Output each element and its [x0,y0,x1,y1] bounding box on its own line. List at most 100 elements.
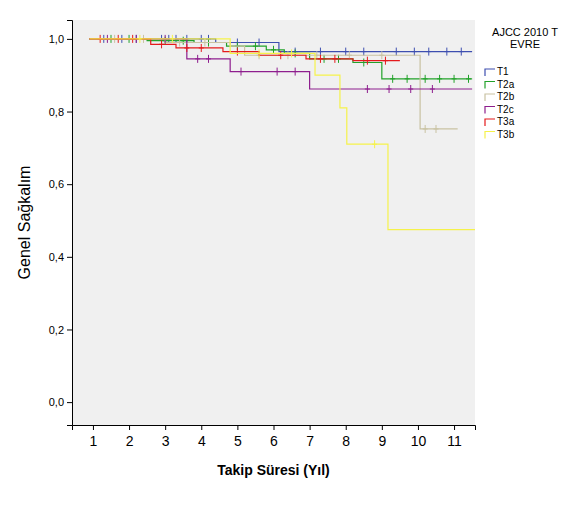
censor-mark [257,39,262,47]
censor-mark [372,140,377,148]
legend-swatch [485,132,495,139]
legend-label: T2a [497,79,515,90]
legend-label: T3a [497,116,515,127]
x-tick-label: 5 [234,433,242,449]
censor-mark [206,55,211,63]
legend-swatch [485,82,495,89]
censor-mark [412,48,417,56]
y-tick-mark [67,112,72,113]
censor-mark [170,35,175,43]
censor-mark [452,75,457,83]
x-axis: 1 2 3 4 5 6 7 8 9 10 11 [73,425,476,449]
censor-mark [379,51,384,59]
y-tick: 0,8 [49,106,72,118]
x-tick-label: 10 [411,433,427,449]
x-tick-label: 9 [378,433,386,449]
x-tick-mark [93,425,94,430]
survival-curve [89,39,400,61]
x-tick-mark [274,425,275,430]
censor-mark [343,48,348,56]
censor-mark [289,49,294,57]
censor-mark [423,125,428,133]
y-axis-title: Genel Sağkalım [16,166,33,280]
y-tick-mark [67,39,72,40]
x-tick-label: 3 [162,433,170,449]
censor-mark [459,48,464,56]
survival-curve [89,39,472,89]
censor-mark [434,125,439,133]
censor-mark [195,55,200,63]
x-tick-label: 11 [447,433,462,449]
x-tick: 9 [378,425,386,449]
legend-label: T1 [497,66,509,77]
y-tick-label: 0,0 [49,396,64,408]
censor-mark [430,85,435,93]
censor-mark [365,57,370,65]
legend: AJCC 2010 TEVRET1T2aT2bT2cT3aT3b [485,26,558,140]
legend-swatch [485,119,495,126]
survival-curve [89,39,457,129]
x-tick: 7 [306,425,314,449]
marks [89,35,475,230]
censor-mark [365,85,370,93]
x-tick-mark [454,425,455,430]
censor-mark [423,75,428,83]
x-axis-title: Takip Süresi (Yıl) [217,462,330,478]
legend-swatch [485,107,495,114]
censor-mark [184,44,189,52]
chart: 1 2 3 4 5 6 7 8 9 10 11 0,0 0,2 0,4 0,6 0,8 1,0 Takip Sür… [0,0,569,518]
x-tick-mark [418,425,419,430]
y-axis-line [67,21,73,426]
x-tick-mark [310,425,311,430]
x-tick-label: 7 [306,433,314,449]
plot-background [72,20,475,425]
censor-mark [444,48,449,56]
y-tick-label: 0,4 [49,251,64,263]
y-tick-label: 0,6 [49,178,64,190]
survival-curve [89,39,472,79]
x-tick: 8 [342,425,350,449]
censor-mark [202,39,207,47]
y-tick: 0,6 [49,178,72,190]
x-tick: 2 [126,425,134,449]
censor-mark [394,48,399,56]
x-tick-label: 2 [126,433,134,449]
censor-mark [361,58,366,66]
x-tick: 5 [234,425,242,449]
y-tick: 0,2 [49,323,72,335]
x-tick-label: 1 [90,433,98,449]
censor-mark [239,68,244,76]
censor-mark [347,51,352,59]
x-tick: 6 [270,425,278,449]
censor-mark [387,85,392,93]
censor-mark [408,85,413,93]
y-tick-mark [67,329,72,330]
censor-mark [293,68,298,76]
x-tick-label: 8 [342,433,350,449]
x-tick: 11 [447,425,462,449]
x-tick-mark [237,425,238,430]
x-tick: 4 [198,425,206,449]
y-tick-label: 0,8 [49,106,64,118]
censor-mark [271,46,276,54]
censor-mark [278,51,283,59]
censor-mark [275,68,280,76]
x-tick-mark [129,425,130,430]
legend-label: T2c [497,104,514,115]
x-tick: 3 [162,425,170,449]
censor-mark [318,48,323,56]
censor-mark [426,48,431,56]
x-tick-mark [165,425,166,430]
censor-mark [181,37,186,45]
censor-mark [390,75,395,83]
x-tick: 10 [411,425,427,449]
x-tick-mark [201,425,202,430]
y-tick-mark [67,402,72,403]
censor-mark [199,44,204,52]
censor-mark [318,55,323,63]
censor-mark [137,35,142,43]
x-tick-label: 4 [198,433,206,449]
y-tick-label: 1,0 [49,33,64,45]
censor-mark [466,75,471,83]
y-tick: 0,4 [49,251,72,263]
